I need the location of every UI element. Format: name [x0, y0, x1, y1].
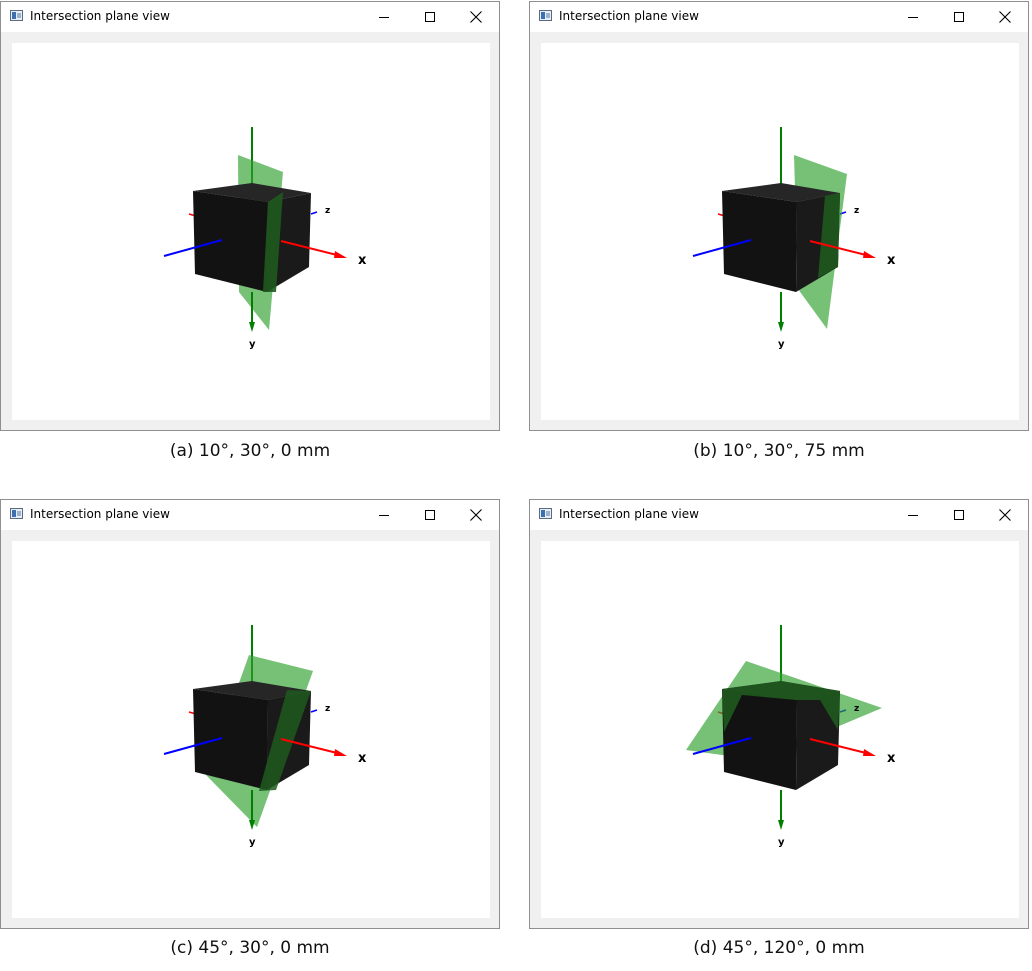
minimize-icon	[908, 515, 918, 516]
maximize-icon	[425, 12, 435, 22]
app-icon	[539, 10, 552, 21]
x-axis	[280, 738, 342, 755]
x-arrowhead	[863, 749, 876, 756]
window-title: Intersection plane view	[30, 9, 170, 23]
plane-intersection-strip	[722, 681, 840, 732]
maximize-button[interactable]	[407, 500, 453, 530]
x-axis-label: x	[887, 751, 896, 766]
x-axis	[809, 738, 871, 755]
render-viewport[interactable]: x y z	[12, 43, 490, 420]
close-button[interactable]	[982, 500, 1028, 530]
window-d: Intersection plane view x y z	[529, 499, 1029, 929]
close-button[interactable]	[453, 500, 499, 530]
minimize-button[interactable]	[890, 2, 936, 32]
z-axis-label: z	[325, 206, 330, 216]
scene-3d: x y z	[686, 625, 896, 848]
plane-intersection-strip	[263, 192, 283, 292]
z-axis	[692, 737, 752, 755]
title-bar[interactable]: Intersection plane view	[530, 500, 1028, 530]
close-icon	[999, 11, 1011, 23]
window-b: Intersection plane view x y z	[529, 1, 1029, 431]
window-title: Intersection plane view	[559, 507, 699, 521]
x-axis-label: x	[887, 253, 896, 268]
window-title: Intersection plane view	[559, 9, 699, 23]
minimize-button[interactable]	[361, 500, 407, 530]
z-axis	[163, 737, 223, 755]
y-arrowhead	[249, 322, 255, 332]
z-axis-back	[310, 709, 318, 713]
maximize-icon	[954, 510, 964, 520]
window-title: Intersection plane view	[30, 507, 170, 521]
cube-left-face	[193, 191, 268, 292]
z-axis-label: z	[325, 704, 330, 714]
close-icon	[470, 509, 482, 521]
minimize-button[interactable]	[361, 2, 407, 32]
x-axis-label: x	[358, 253, 367, 268]
title-bar[interactable]: Intersection plane view	[1, 500, 499, 530]
y-axis-label: y	[249, 339, 256, 350]
x-arrowhead	[334, 251, 347, 258]
render-viewport[interactable]: x y z	[541, 541, 1019, 918]
y-axis-label: y	[778, 837, 785, 848]
render-viewport[interactable]: x y z	[12, 541, 490, 918]
maximize-button[interactable]	[936, 500, 982, 530]
minimize-button[interactable]	[890, 500, 936, 530]
scene-3d: x y z	[163, 127, 367, 350]
z-axis-back	[310, 211, 318, 215]
y-arrowhead	[778, 322, 784, 332]
z-axis	[163, 239, 223, 257]
z-axis-label: z	[854, 704, 859, 714]
maximize-icon	[954, 12, 964, 22]
y-arrowhead	[778, 820, 784, 830]
scene-3d: x y z	[163, 625, 367, 848]
close-icon	[999, 509, 1011, 521]
caption-c: (c) 45°, 30°, 0 mm	[170, 938, 330, 958]
window-a: Intersection plane view	[0, 1, 500, 431]
y-axis-label: y	[249, 837, 256, 848]
render-viewport[interactable]: x y z	[541, 43, 1019, 420]
app-icon	[539, 508, 552, 519]
minimize-icon	[379, 17, 389, 18]
caption-d: (d) 45°, 120°, 0 mm	[693, 938, 865, 958]
title-bar[interactable]: Intersection plane view	[530, 2, 1028, 32]
x-axis-label: x	[358, 751, 367, 766]
app-icon	[10, 10, 23, 21]
minimize-icon	[908, 17, 918, 18]
window-c: Intersection plane view x y z	[0, 499, 500, 929]
app-icon	[10, 508, 23, 519]
caption-b: (b) 10°, 30°, 75 mm	[693, 441, 865, 461]
x-arrowhead	[334, 749, 347, 756]
maximize-button[interactable]	[407, 2, 453, 32]
x-axis	[280, 240, 342, 257]
scene-3d: x y z	[692, 127, 896, 350]
cube-left-face	[193, 689, 268, 790]
x-axis	[809, 240, 871, 257]
x-arrowhead	[863, 251, 876, 258]
z-axis	[692, 239, 752, 257]
maximize-button[interactable]	[936, 2, 982, 32]
close-button[interactable]	[453, 2, 499, 32]
cube-top-face	[722, 183, 840, 202]
y-arrowhead	[249, 820, 255, 830]
y-axis-label: y	[778, 339, 785, 350]
caption-a: (a) 10°, 30°, 0 mm	[169, 441, 331, 461]
cube-top-face	[193, 681, 311, 700]
close-icon	[470, 11, 482, 23]
cube-left-face	[722, 191, 797, 292]
z-axis-label: z	[854, 206, 859, 216]
cube-left-face	[722, 689, 797, 790]
maximize-icon	[425, 510, 435, 520]
title-bar[interactable]: Intersection plane view	[1, 2, 499, 32]
plane-intersection-strip	[818, 193, 840, 278]
minimize-icon	[379, 515, 389, 516]
close-button[interactable]	[982, 2, 1028, 32]
